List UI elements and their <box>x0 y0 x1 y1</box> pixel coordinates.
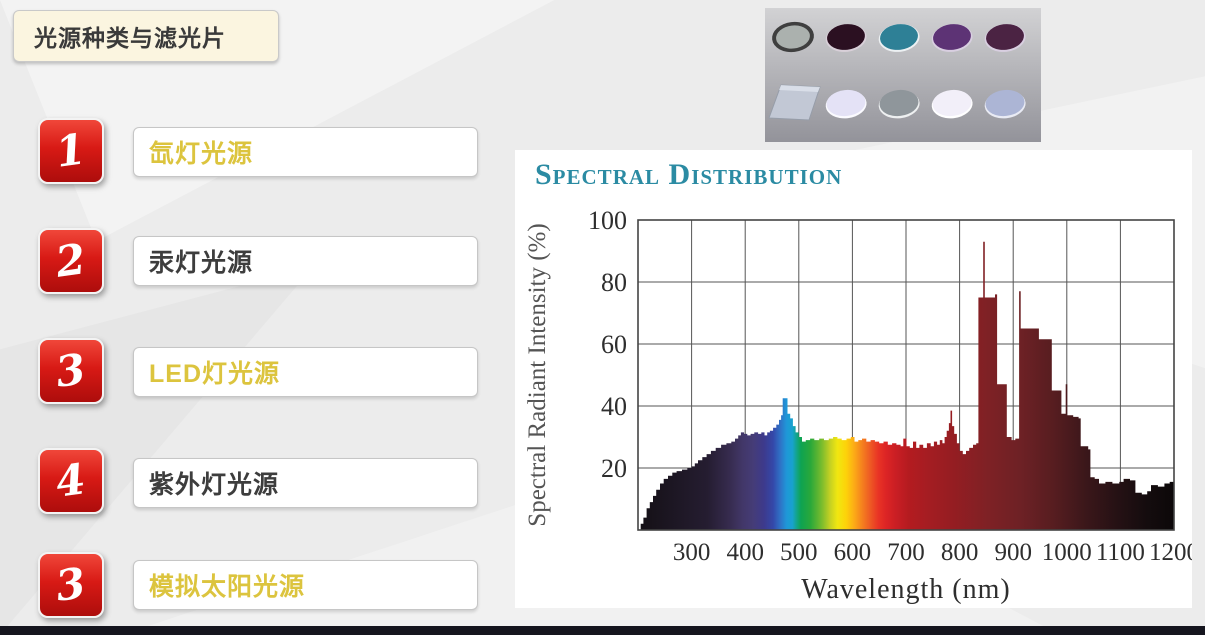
filter-lens <box>825 89 867 119</box>
item-label: LED灯光源 <box>149 360 281 388</box>
item-label-box: 氙灯光源 <box>133 127 478 177</box>
spectral-chart-panel: Spectral Distribution 20 40 60 80 100 300 400 5… <box>515 150 1192 608</box>
filter-lens <box>931 24 973 52</box>
filters-photo <box>765 8 1041 142</box>
item-label-box: 模拟太阳光源 <box>133 560 478 610</box>
item-number: 4 <box>53 454 89 507</box>
slide-title-box: 光源种类与滤光片 <box>13 10 279 62</box>
bottom-bar <box>0 626 1205 635</box>
x-axis-tick-label: 1100 <box>1096 539 1145 566</box>
item-number: 2 <box>53 234 89 287</box>
x-axis-tick-label: 900 <box>994 539 1031 566</box>
spectrum-area <box>638 241 1174 530</box>
item-label: 模拟太阳光源 <box>149 573 306 601</box>
y-axis-tick-label: 80 <box>601 268 627 297</box>
filter-lens <box>772 21 814 53</box>
plot-border <box>637 219 1175 531</box>
y-axis-label: Spectral Radiant Intensity (%) <box>524 223 551 526</box>
item-number-badge: 4 <box>38 448 104 514</box>
x-axis-tick-label: 1000 <box>1042 539 1092 566</box>
filter-lens <box>931 89 973 119</box>
y-axis-tick-label: 20 <box>601 454 627 483</box>
item-label: 紫外灯光源 <box>149 471 280 499</box>
filters-photo-canvas <box>765 8 1041 142</box>
item-label-box: 汞灯光源 <box>133 236 478 286</box>
slide-title: 光源种类与滤光片 <box>34 25 226 51</box>
item-label: 氙灯光源 <box>149 140 254 168</box>
item-number: 1 <box>53 124 89 177</box>
item-number-badge: 1 <box>38 118 104 184</box>
x-axis-tick-label: 300 <box>673 539 711 566</box>
x-axis-tick-label: 500 <box>780 539 818 566</box>
x-axis-tick-label: 400 <box>726 539 764 566</box>
item-number: 3 <box>53 558 89 611</box>
item-number: 3 <box>53 344 89 397</box>
filter-lens <box>984 89 1026 119</box>
item-number-badge: 2 <box>38 228 104 294</box>
x-axis-tick-label: 700 <box>887 539 925 566</box>
x-axis-tick-label: 1200 <box>1149 539 1192 566</box>
x-axis-tick-label: 800 <box>941 539 979 566</box>
item-number-badge: 3 <box>38 338 104 404</box>
item-label-box: LED灯光源 <box>133 347 478 397</box>
chart-title: Spectral Distribution <box>535 158 843 191</box>
y-axis-tick-label: 60 <box>601 330 627 359</box>
y-axis-tick-label: 40 <box>601 392 627 421</box>
x-axis-label: Wavelength (nm) <box>801 574 1010 605</box>
y-axis-tick-label: 100 <box>588 206 627 235</box>
item-label-box: 紫外灯光源 <box>133 458 478 508</box>
item-label: 汞灯光源 <box>149 249 254 277</box>
filter-lens <box>878 24 920 52</box>
filter-lens <box>984 24 1026 52</box>
filter-lens <box>825 24 867 52</box>
spectrum-svg: 20 40 60 80 100 300 400 500 600 700 800 900 1000 1100… <box>524 206 1192 605</box>
item-number-badge: 3 <box>38 552 104 618</box>
x-axis-tick-label: 600 <box>834 539 872 566</box>
filter-lens <box>878 89 920 119</box>
filter-square-plate <box>768 84 821 121</box>
